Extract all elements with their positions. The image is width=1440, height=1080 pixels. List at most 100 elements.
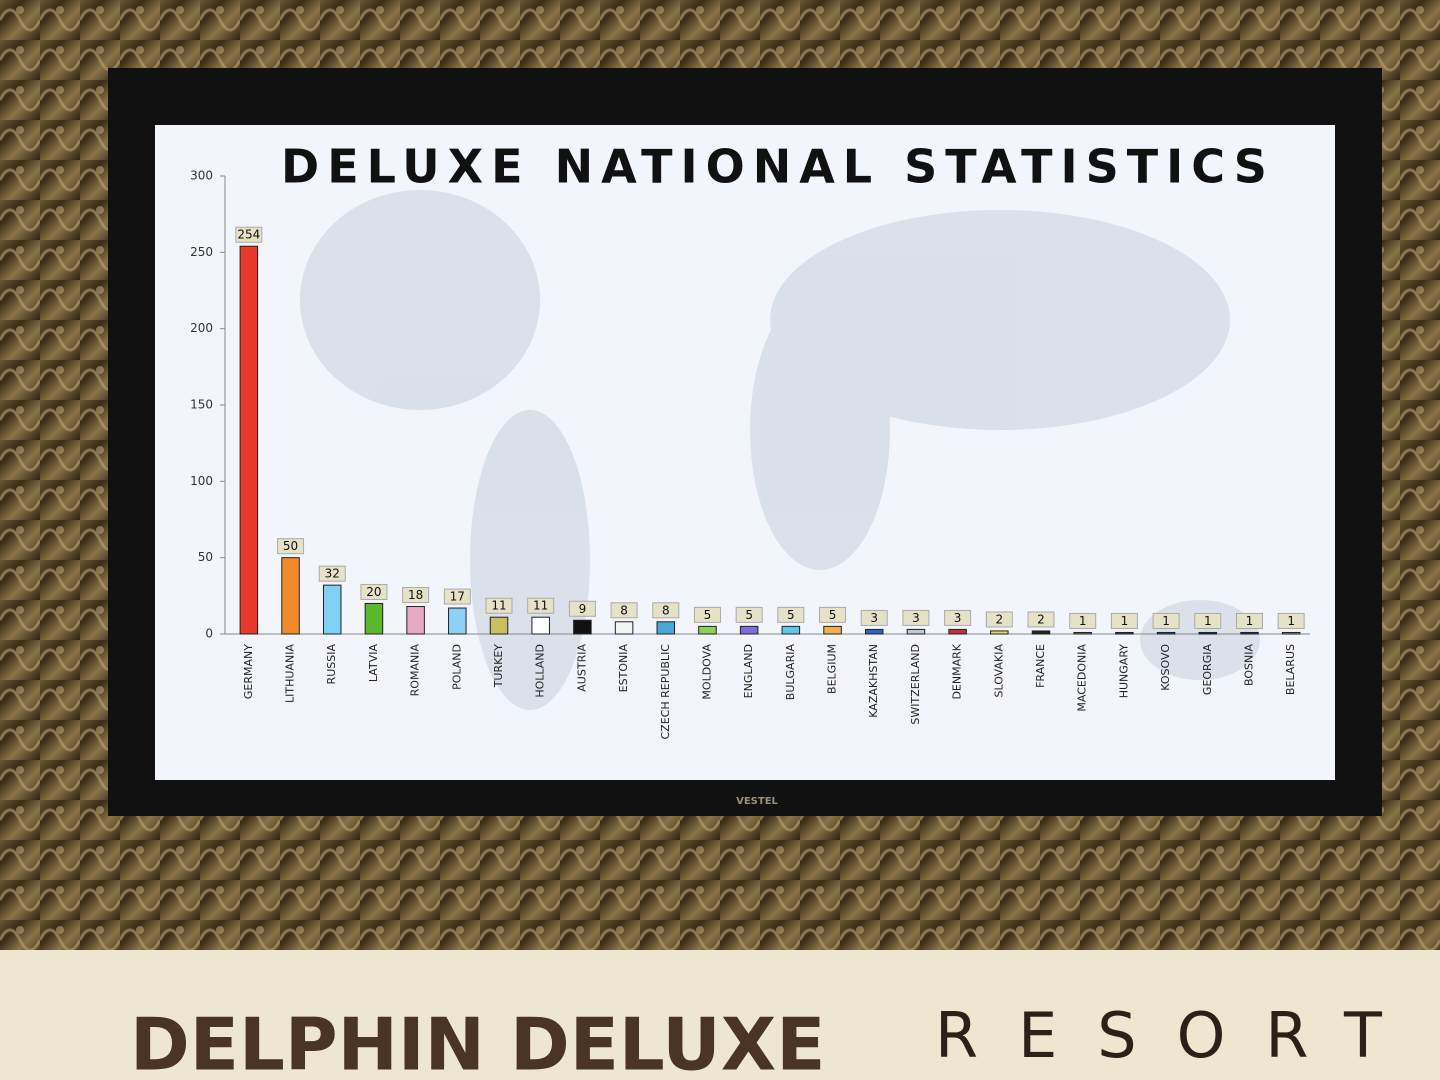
value-label: 11 [533, 599, 548, 613]
value-label: 32 [325, 567, 340, 581]
bar [781, 625, 801, 635]
value-label-box [402, 587, 430, 604]
value-label: 5 [704, 608, 712, 622]
value-label: 254 [237, 228, 260, 242]
x-tick-label: SWITZERLAND [909, 644, 922, 725]
value-label: 2 [1037, 612, 1045, 626]
bar [864, 628, 884, 635]
value-label: 1 [1079, 614, 1087, 628]
value-label: 18 [408, 588, 423, 602]
value-label: 1 [1162, 614, 1170, 628]
value-label-box [235, 226, 263, 243]
value-label-box [318, 565, 346, 582]
x-tick-label: TURKEY [492, 644, 505, 689]
bar [489, 616, 509, 635]
sign-name: DELPHIN DELUXE [130, 1003, 825, 1080]
bar [1156, 631, 1176, 635]
bar [948, 628, 967, 635]
value-label-box [1152, 612, 1180, 629]
y-tick-label: 0 [205, 627, 213, 641]
value-label: 3 [954, 611, 962, 625]
y-tick-label: 100 [190, 474, 213, 488]
value-label-box [1277, 612, 1305, 629]
bar [448, 607, 467, 635]
x-tick-label: RUSSIA [325, 644, 338, 685]
value-label: 5 [829, 608, 837, 622]
value-label-box [1027, 611, 1055, 628]
bar [322, 584, 342, 635]
y-tick-label: 150 [190, 398, 213, 412]
bar [906, 628, 926, 635]
x-tick-label: MOLDOVA [700, 644, 713, 700]
x-tick-label: GERMANY [242, 644, 255, 699]
value-label-box [1194, 612, 1222, 629]
bar [573, 619, 592, 635]
x-tick-label: ROMANIA [409, 644, 422, 697]
x-tick-label: BULGARIA [784, 644, 797, 701]
value-label: 8 [620, 603, 628, 617]
bar [1281, 631, 1301, 635]
bar [531, 616, 550, 635]
x-tick-label: DENMARK [951, 643, 964, 699]
bar [239, 245, 259, 635]
y-tick-label: 200 [190, 321, 213, 335]
value-label: 1 [1246, 614, 1254, 628]
sign-suffix: RESORT [935, 999, 1422, 1072]
x-tick-label: ESTONIA [617, 644, 630, 693]
bar [739, 625, 759, 635]
bar [1115, 631, 1134, 635]
value-label: 20 [366, 585, 381, 599]
bar [1073, 631, 1092, 635]
x-tick-label: GEORGIA [1201, 644, 1214, 696]
y-tick-label: 50 [198, 550, 213, 564]
value-label: 3 [912, 611, 920, 625]
chart-title: DELUXE NATIONAL STATISTICS [281, 140, 1275, 194]
bar [823, 625, 842, 635]
value-label-box [652, 602, 680, 619]
value-label: 5 [787, 608, 795, 622]
value-label: 1 [1204, 614, 1212, 628]
value-label-box [360, 583, 388, 600]
x-tick-label: ENGLAND [742, 644, 755, 698]
value-label-box [819, 606, 847, 623]
x-tick-label: KAZAKHSTAN [867, 644, 880, 718]
world-map [300, 190, 1260, 710]
x-tick-label: BOSNIA [1242, 644, 1255, 686]
x-tick-label: CZECH REPUBLIC [659, 644, 672, 740]
bar [990, 630, 1009, 635]
value-label: 5 [745, 608, 753, 622]
x-tick-label: POLAND [450, 644, 463, 690]
value-label: 9 [579, 602, 587, 616]
value-label-box [1069, 612, 1097, 629]
sign-board [0, 950, 1440, 1080]
x-tick-label: BELGIUM [826, 644, 839, 694]
x-tick-label: SLOVAKIA [992, 644, 1005, 698]
x-tick-label: LATVIA [367, 644, 380, 683]
x-tick-label: HOLLAND [534, 644, 547, 698]
value-label: 17 [450, 590, 465, 604]
value-label: 3 [870, 611, 878, 625]
y-tick-label: 300 [190, 169, 213, 183]
value-label-box [1110, 612, 1138, 629]
value-label-box [944, 609, 972, 626]
value-label-box [527, 597, 555, 614]
value-label: 2 [995, 612, 1003, 626]
x-tick-label: BELARUS [1284, 644, 1297, 695]
x-tick-label: LITHUANIA [284, 644, 297, 703]
x-tick-label: AUSTRIA [575, 644, 588, 692]
value-label: 8 [662, 603, 670, 617]
value-label-box [610, 602, 638, 619]
bar [406, 606, 425, 635]
value-label-box [443, 588, 471, 605]
bar [364, 602, 384, 635]
bar [614, 621, 634, 635]
bar [656, 621, 676, 635]
value-label-box [485, 597, 513, 614]
tv-brand: VESTEL [736, 796, 778, 807]
y-tick-label: 250 [190, 245, 213, 259]
bar [698, 625, 717, 635]
x-tick-label: HUNGARY [1117, 644, 1130, 699]
value-label-box [860, 609, 888, 626]
value-label-box [985, 611, 1013, 628]
